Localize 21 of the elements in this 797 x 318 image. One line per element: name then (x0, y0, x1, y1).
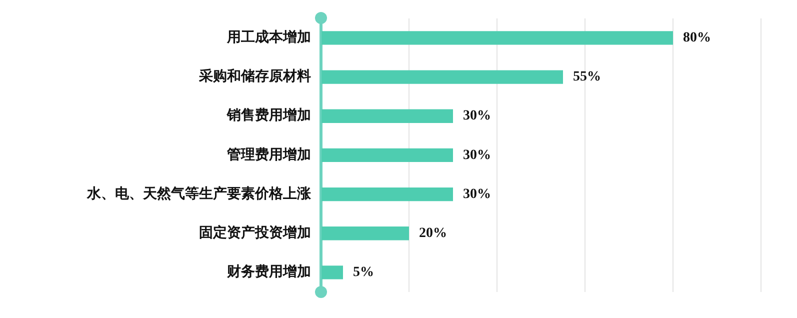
y-tick-label: 销售费用增加 (226, 108, 311, 124)
bar (322, 266, 343, 280)
y-tick-label: 采购和储存原材料 (198, 68, 311, 85)
y-tick-label: 用工成本增加 (226, 30, 311, 46)
y-tick-label: 财务费用增加 (226, 264, 311, 280)
bar (322, 31, 673, 45)
data-label: 30% (463, 148, 491, 163)
bar (322, 109, 453, 123)
bar (322, 187, 453, 202)
data-label: 80% (683, 30, 711, 46)
data-label: 30% (463, 186, 491, 202)
data-label: 55% (573, 70, 601, 85)
data-label: 5% (353, 265, 374, 280)
data-label: 30% (463, 108, 491, 124)
y-tick-label: 管理费用增加 (226, 146, 311, 163)
y-tick-label: 水、电、天然气等生产要素价格上涨 (86, 184, 312, 202)
bar (322, 148, 453, 162)
bar (322, 226, 409, 240)
bar (322, 70, 563, 84)
y-tick-label: 固定资产投资增加 (199, 224, 311, 241)
data-label: 20% (419, 226, 447, 241)
